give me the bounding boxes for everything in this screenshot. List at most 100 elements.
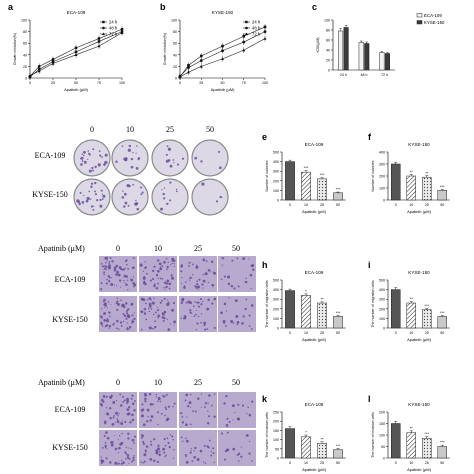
stained-cell: [172, 439, 174, 441]
y-axis-label: Number of colonies: [371, 160, 375, 191]
chart-title: ECA-109: [305, 270, 324, 275]
invasion-image-panel: Apatinib (μM) 0 10 25 50 ECA-109 KYSE-15…: [38, 378, 256, 466]
stained-cell: [181, 298, 185, 302]
dose-column-50: 50: [206, 125, 214, 134]
data-point: [74, 46, 78, 50]
x-axis-label: Apatinib (μM): [302, 467, 327, 472]
stained-cell: [108, 262, 110, 264]
invasion-row-eca109: ECA-109: [55, 405, 86, 414]
stained-cell: [126, 400, 129, 403]
stained-cell: [200, 303, 203, 306]
colony: [99, 198, 102, 202]
stained-cell: [162, 319, 165, 322]
y-tick-label: 0: [277, 457, 279, 461]
stained-cell: [123, 276, 125, 278]
migration-row-eca109: ECA-109: [55, 275, 86, 284]
bar: [285, 161, 295, 201]
bar: [333, 316, 343, 329]
y-axis-label: Growth inhibition(%): [13, 33, 17, 65]
stained-cell: [155, 286, 159, 290]
stained-cell: [100, 398, 104, 402]
y-tick-label: 400: [379, 288, 385, 292]
data-point: [221, 57, 224, 61]
stained-cell: [108, 311, 111, 314]
series-line-24h: [29, 31, 123, 78]
y-tick-label: 0: [277, 199, 279, 203]
stained-cell: [116, 297, 119, 299]
stained-cell: [198, 301, 200, 304]
stained-cell: [108, 324, 112, 328]
stained-cell: [189, 276, 192, 279]
stained-cell: [247, 406, 249, 409]
stained-cell: [212, 447, 215, 450]
colony: [140, 186, 143, 189]
stained-cell: [148, 297, 152, 300]
stained-cell: [115, 301, 118, 305]
stained-cell: [164, 406, 167, 409]
legend-marker: [102, 26, 105, 30]
bar: [437, 190, 447, 201]
y-tick-label: 0: [328, 69, 330, 73]
bar: [437, 446, 447, 459]
stained-cell: [213, 326, 216, 329]
x-axis-label: Apatinib (μM): [407, 467, 432, 472]
stained-cell: [211, 283, 215, 287]
stained-cell: [144, 397, 147, 401]
colony: [103, 195, 105, 198]
stained-cell: [116, 308, 119, 311]
stained-cell: [145, 445, 149, 448]
stained-cell: [199, 449, 203, 453]
y-tick-label: 200: [273, 307, 279, 311]
stained-cell: [159, 266, 162, 268]
stained-cell: [149, 402, 153, 406]
stained-cell: [139, 263, 143, 267]
stained-cell: [236, 323, 238, 326]
stained-cell: [164, 444, 167, 447]
colony: [101, 193, 104, 195]
significance-label: **: [410, 425, 414, 430]
bar: [406, 432, 416, 459]
stained-cell: [197, 289, 199, 291]
stained-cell: [132, 458, 135, 462]
stained-cell: [116, 319, 119, 323]
stained-cell: [132, 276, 134, 278]
colony: [90, 198, 92, 200]
colony: [83, 194, 85, 197]
stained-cell: [106, 395, 108, 398]
stained-cell: [101, 317, 103, 320]
stained-cell: [188, 261, 191, 264]
stained-cell: [211, 302, 214, 305]
stained-cell: [116, 285, 118, 287]
stained-cell: [155, 449, 159, 453]
y-tick-label: 100: [379, 187, 385, 191]
stained-cell: [223, 402, 226, 405]
stained-cell: [133, 442, 135, 444]
stained-cell: [166, 299, 169, 301]
stained-cell: [231, 404, 235, 408]
legend-label: 48 h: [252, 26, 261, 31]
stained-cell: [163, 287, 165, 289]
panel-letter-l: l: [368, 394, 371, 404]
stained-cell: [190, 312, 193, 314]
stained-cell: [152, 313, 155, 316]
y-axis-label: The number of invasion cells: [265, 412, 269, 458]
stained-cell: [246, 412, 248, 415]
stained-cell: [213, 297, 217, 301]
bar: [391, 163, 401, 201]
stained-cell: [171, 262, 173, 265]
colony: [81, 153, 84, 155]
micrograph-tile: [218, 392, 256, 428]
stained-cell: [142, 441, 145, 444]
bar: [333, 192, 343, 201]
stained-cell: [140, 461, 142, 463]
stained-cell: [169, 434, 171, 436]
colony: [91, 166, 94, 170]
stained-cell: [108, 266, 111, 270]
colony: [173, 162, 175, 164]
stained-cell: [185, 423, 188, 427]
colony: [136, 207, 140, 211]
stained-cell: [251, 460, 253, 462]
